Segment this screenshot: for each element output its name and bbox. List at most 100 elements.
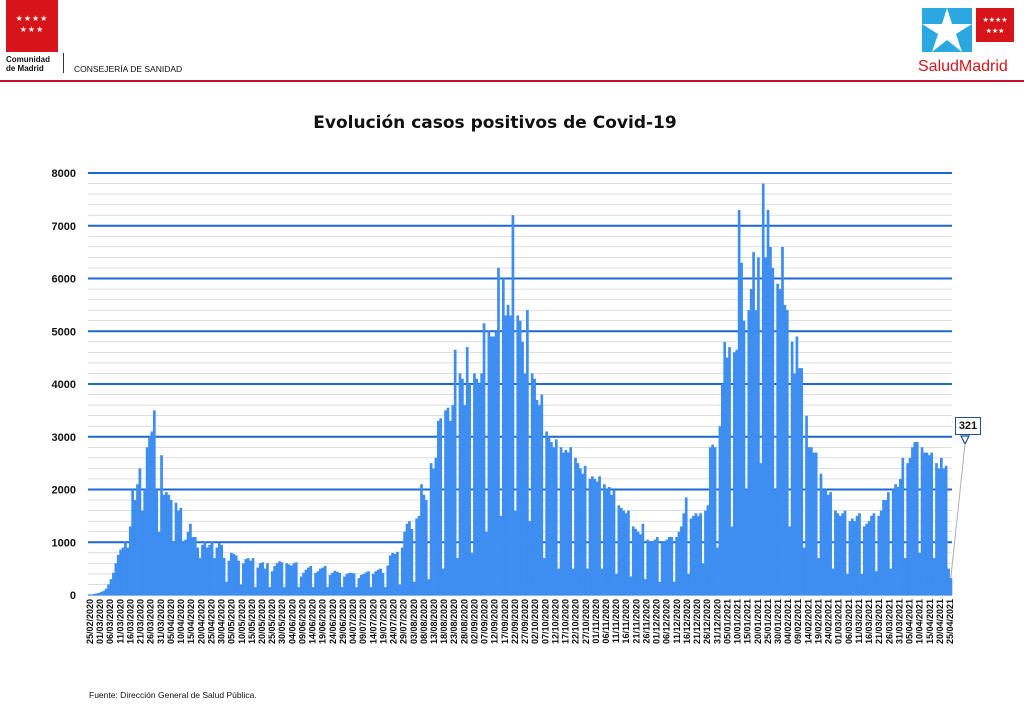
bar <box>583 465 587 595</box>
bar <box>836 513 840 595</box>
bar <box>526 310 529 595</box>
x-tick-label: 15/01/2021 <box>743 599 753 644</box>
bar <box>417 515 421 595</box>
bar <box>862 526 866 595</box>
annotation-layer <box>950 435 970 579</box>
salud-madrid-wordmark: SaludMadrid <box>918 58 1008 76</box>
bar <box>513 510 517 595</box>
bar <box>867 521 871 595</box>
bar <box>891 489 895 595</box>
bar <box>213 558 216 595</box>
x-tick-label: 22/09/2020 <box>510 599 520 644</box>
bar <box>509 315 512 595</box>
bar <box>109 579 113 595</box>
x-tick-label: 24/02/2021 <box>824 599 834 644</box>
bar <box>386 565 390 595</box>
x-tick-label: 25/02/2020 <box>85 599 95 644</box>
bar <box>465 347 469 595</box>
bar <box>684 497 688 595</box>
medical-cross-icon <box>922 8 972 52</box>
bar <box>143 489 147 595</box>
bar <box>627 510 630 595</box>
bar <box>220 544 224 595</box>
x-tick-label: 23/08/2020 <box>449 599 459 644</box>
bar <box>942 468 946 595</box>
bar <box>682 513 686 595</box>
bar <box>908 457 912 595</box>
bar <box>309 565 313 595</box>
bar <box>316 571 320 595</box>
x-tick-label: 15/04/2020 <box>186 599 196 644</box>
bar <box>131 489 135 595</box>
bar <box>340 587 344 595</box>
bar <box>865 523 869 595</box>
x-tick-label: 20/04/2020 <box>196 599 206 644</box>
bar <box>331 572 334 595</box>
bar <box>535 399 539 595</box>
bar <box>480 373 483 595</box>
bar <box>95 593 98 595</box>
bar <box>557 568 561 595</box>
bar <box>778 289 782 595</box>
bar <box>477 384 481 595</box>
x-tick-label: 09/02/2021 <box>793 599 803 644</box>
bar <box>665 539 669 595</box>
bar <box>222 558 226 595</box>
bar <box>475 378 479 595</box>
bar <box>554 439 558 595</box>
bar <box>169 500 173 595</box>
bar <box>619 507 623 595</box>
bar <box>937 468 941 595</box>
x-tick-label: 16/03/2021 <box>864 599 874 644</box>
bar <box>824 489 828 595</box>
bar <box>97 592 101 595</box>
bar <box>299 576 303 595</box>
flag-stars-bottom: ★★★ <box>19 25 45 34</box>
bar <box>906 463 909 595</box>
bar <box>562 452 565 595</box>
bar <box>468 384 471 595</box>
x-tick-label: 06/03/2020 <box>105 599 115 644</box>
bar <box>408 521 411 595</box>
bar <box>497 267 500 595</box>
bar <box>436 420 440 595</box>
bar <box>927 455 931 595</box>
bar <box>949 578 953 595</box>
bar <box>723 341 727 595</box>
bar <box>870 515 873 595</box>
x-tick-label: 26/12/2020 <box>702 599 712 644</box>
bar <box>571 568 575 595</box>
bar <box>850 518 854 595</box>
x-tick-label: 15/05/2020 <box>247 599 257 644</box>
bar <box>374 571 378 595</box>
bar <box>631 526 635 595</box>
bar <box>427 579 431 595</box>
svg-text:★★★★: ★★★★ <box>982 16 1007 24</box>
bar <box>388 555 392 595</box>
bar <box>706 505 710 595</box>
bar <box>643 579 647 595</box>
bar <box>819 473 823 595</box>
bar <box>150 431 154 595</box>
bar <box>278 561 281 595</box>
page-header: ★★★★ ★★★ Comunidad de Madrid CONSEJERÍA … <box>0 0 1024 84</box>
bar <box>119 549 122 595</box>
bar <box>384 587 387 595</box>
x-tick-label: 04/07/2020 <box>348 599 358 644</box>
bar <box>494 331 498 595</box>
bar <box>759 463 763 595</box>
bar <box>651 542 654 595</box>
bar <box>444 410 447 595</box>
y-tick-label: 3000 <box>52 432 76 444</box>
bar <box>576 463 580 595</box>
bar <box>239 584 243 595</box>
bar <box>287 564 291 595</box>
bar <box>593 478 597 595</box>
bar <box>776 283 780 595</box>
bar <box>766 209 770 596</box>
bar <box>333 570 337 595</box>
bar <box>757 257 760 595</box>
x-tick-label: 11/12/2020 <box>672 599 682 644</box>
x-tick-label: 09/06/2020 <box>297 599 307 644</box>
bar <box>788 526 792 595</box>
